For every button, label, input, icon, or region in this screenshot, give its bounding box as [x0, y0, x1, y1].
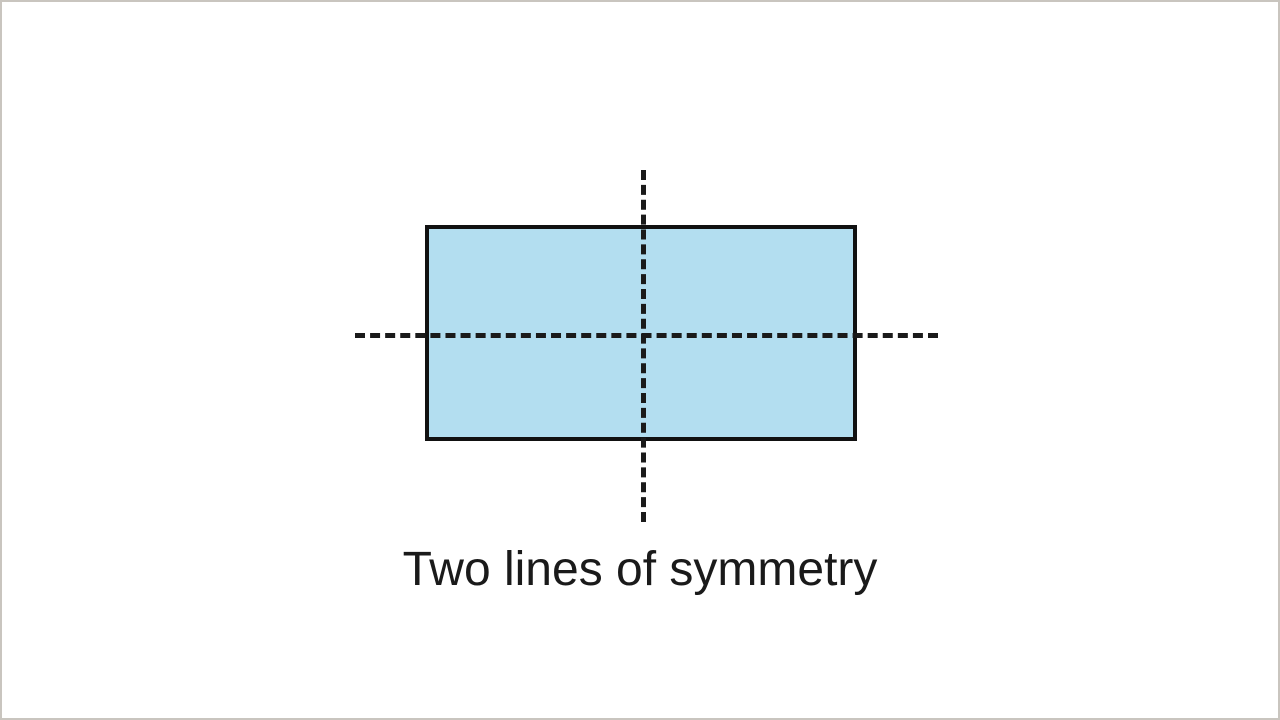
vertical-symmetry-line: [641, 170, 646, 522]
symmetry-diagram: Two lines of symmetry: [2, 2, 1278, 718]
caption-text: Two lines of symmetry: [2, 542, 1278, 597]
horizontal-symmetry-line: [355, 333, 938, 338]
